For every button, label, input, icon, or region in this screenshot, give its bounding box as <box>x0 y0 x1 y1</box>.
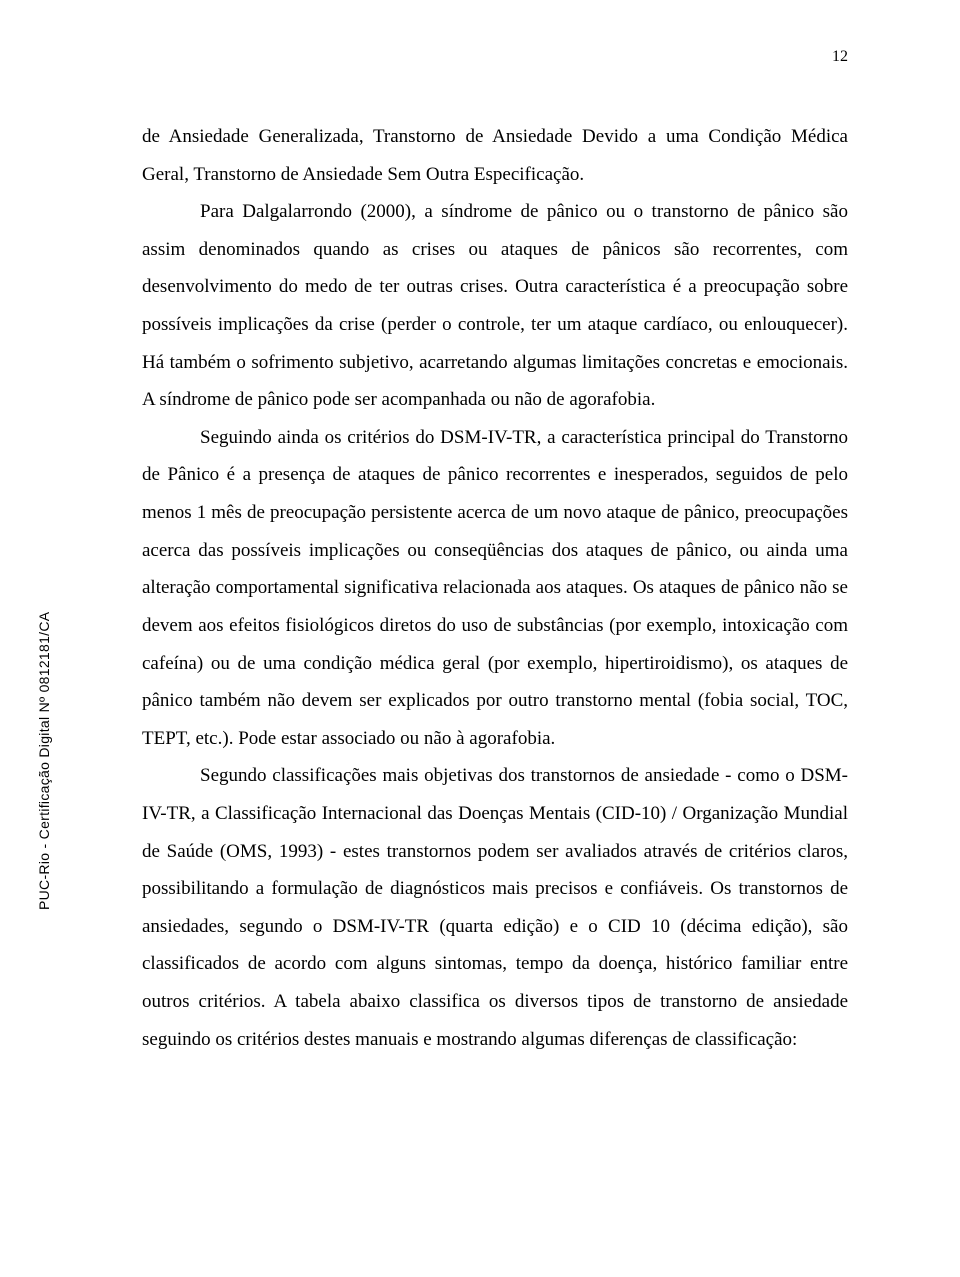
paragraph: Para Dalgalarrondo (2000), a síndrome de… <box>142 193 848 419</box>
paragraph: Seguindo ainda os critérios do DSM-IV-TR… <box>142 419 848 757</box>
document-body: de Ansiedade Generalizada, Transtorno de… <box>142 118 848 1058</box>
page-number: 12 <box>832 48 848 66</box>
certification-sidebar-text: PUC-Rio - Certificação Digital Nº 081218… <box>36 612 52 910</box>
paragraph: Segundo classificações mais objetivas do… <box>142 757 848 1058</box>
paragraph: de Ansiedade Generalizada, Transtorno de… <box>142 118 848 193</box>
